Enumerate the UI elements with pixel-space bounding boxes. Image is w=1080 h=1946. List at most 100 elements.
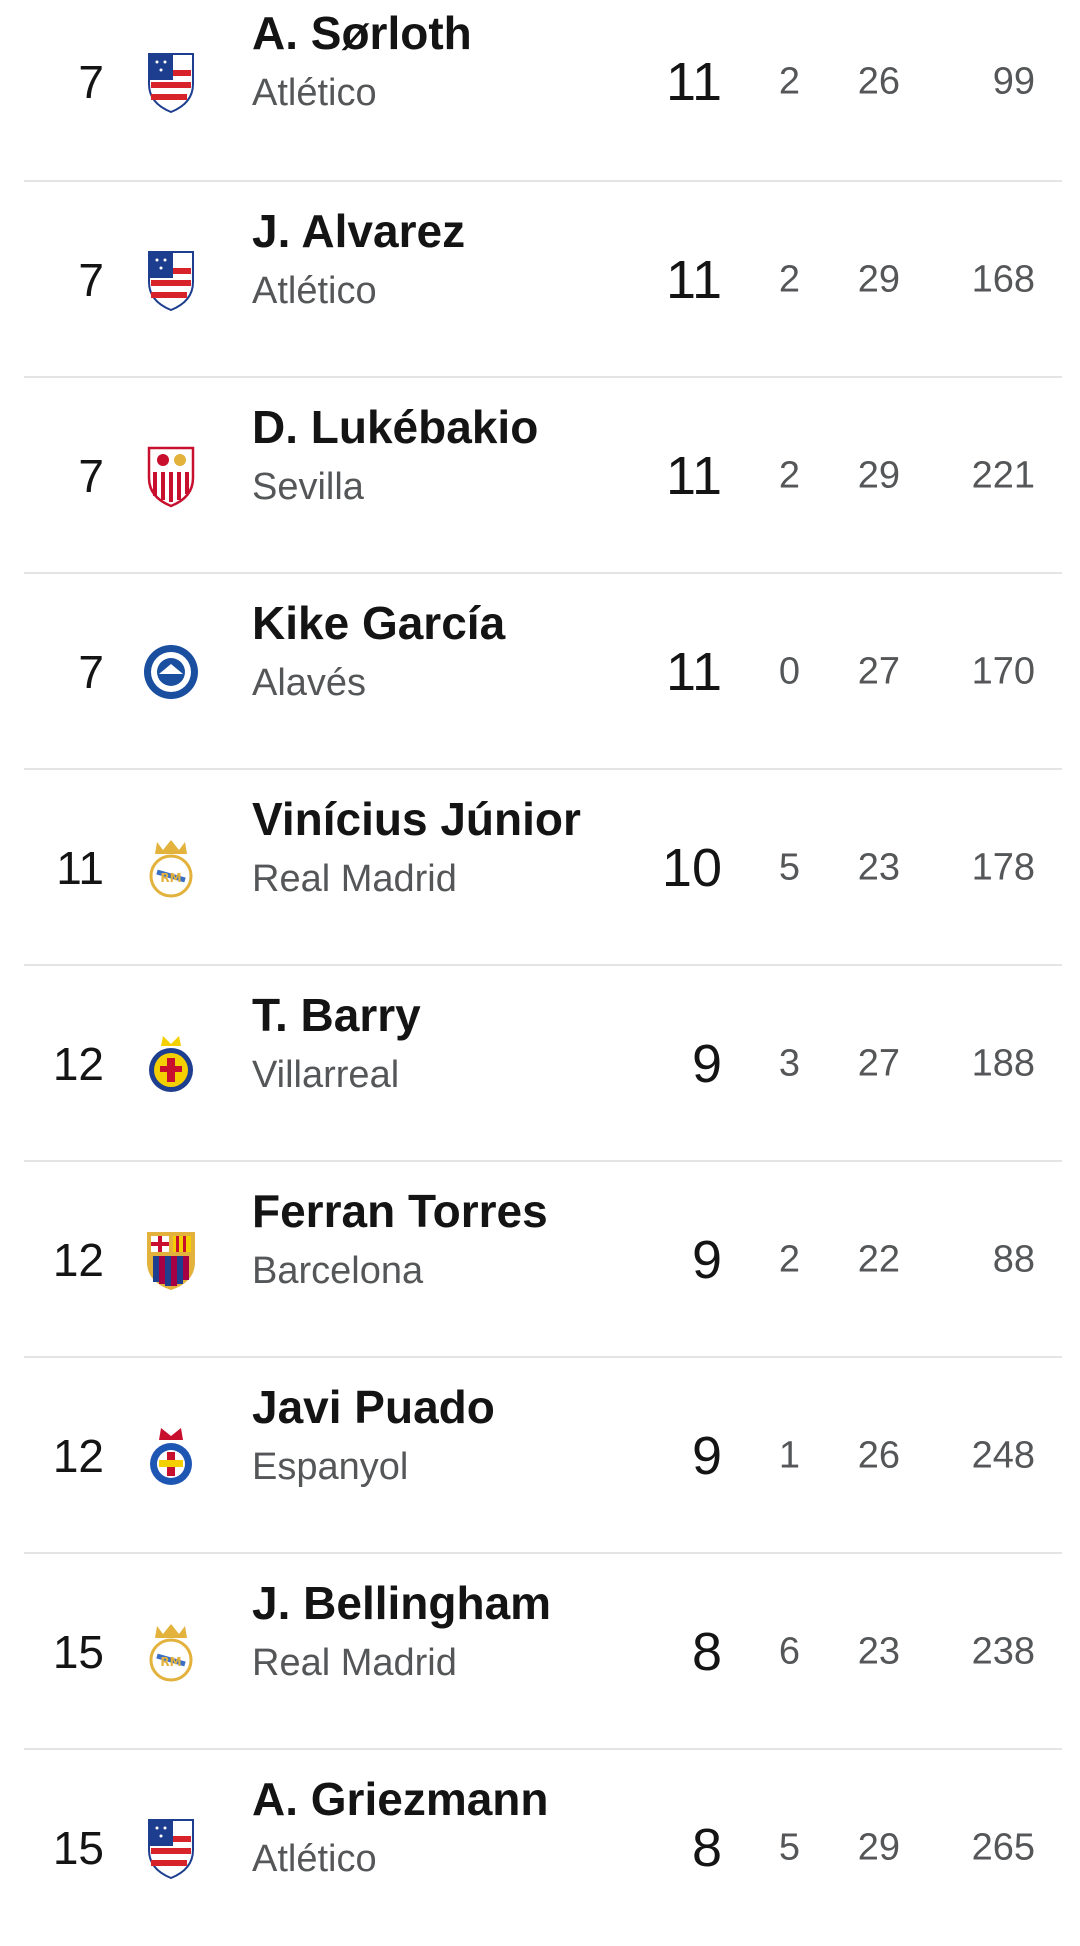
minutes-value: 188 [971, 1042, 1035, 1085]
played-value: 29 [857, 454, 900, 497]
row-divider [24, 768, 1062, 770]
villarreal-crest-icon [143, 1032, 199, 1096]
table-row[interactable]: 12 Ferran Torres Barcelona 9 2 22 88 [0, 1162, 1080, 1358]
assists-value: 0 [778, 650, 800, 693]
goals-value: 9 [691, 1034, 722, 1094]
atletico-crest-icon [143, 248, 199, 312]
goals-value: 9 [691, 1230, 722, 1290]
rank: 12 [52, 1038, 104, 1090]
table-row[interactable]: 15 RM J. Bellingham Real Madrid 8 6 23 2… [0, 1554, 1080, 1750]
played-value: 23 [857, 846, 900, 889]
goals-value: 10 [661, 838, 722, 898]
espanyol-crest-icon [143, 1424, 199, 1488]
assists-value: 3 [778, 1042, 800, 1085]
player-name: Vinícius Júnior [252, 793, 581, 845]
minutes-value: 88 [992, 1238, 1035, 1281]
alaves-crest-icon [143, 640, 199, 704]
row-divider [24, 1356, 1062, 1358]
real-madrid-crest-icon: RM [143, 836, 199, 900]
table-row[interactable]: 12 Javi Puado Espanyol 9 1 26 248 [0, 1358, 1080, 1554]
rank: 12 [52, 1234, 104, 1286]
goals-value: 8 [691, 1818, 722, 1878]
goals-value: 8 [691, 1622, 722, 1682]
played-value: 26 [857, 1434, 900, 1477]
goals-value: 9 [691, 1426, 722, 1486]
played-value: 29 [857, 258, 900, 301]
minutes-value: 265 [971, 1826, 1035, 1869]
played-value: 22 [857, 1238, 900, 1281]
minutes-value: 99 [992, 60, 1035, 103]
club-name: Atlético [252, 270, 377, 312]
played-value: 27 [857, 650, 900, 693]
rank: 12 [52, 1430, 104, 1482]
rank: 15 [52, 1626, 104, 1678]
atletico-crest-icon [143, 1816, 199, 1880]
played-value: 26 [857, 60, 900, 103]
svg-text:RM: RM [160, 1655, 181, 1669]
played-value: 29 [857, 1826, 900, 1869]
barcelona-crest-icon [143, 1228, 199, 1292]
svg-text:RM: RM [160, 871, 181, 885]
player-name: Kike García [252, 597, 506, 649]
row-divider [24, 1748, 1062, 1750]
club-name: Sevilla [252, 466, 364, 508]
minutes-value: 238 [971, 1630, 1035, 1673]
played-value: 27 [857, 1042, 900, 1085]
minutes-value: 178 [971, 846, 1035, 889]
rank: 7 [78, 254, 104, 306]
assists-value: 2 [778, 60, 800, 103]
club-name: Espanyol [252, 1446, 409, 1488]
assists-value: 5 [778, 1826, 800, 1869]
played-value: 23 [857, 1630, 900, 1673]
assists-value: 2 [778, 1238, 800, 1281]
assists-value: 5 [778, 846, 800, 889]
player-name: J. Bellingham [252, 1577, 552, 1629]
rank: 7 [78, 646, 104, 698]
player-name: Javi Puado [252, 1381, 495, 1433]
assists-value: 2 [778, 258, 800, 301]
table-row[interactable]: 7 Kike García Alavés 11 0 27 170 [0, 574, 1080, 770]
table-row[interactable]: 7 A. Sørloth Atlético 11 2 26 99 [0, 0, 1080, 180]
club-name: Barcelona [252, 1250, 424, 1292]
row-divider [24, 572, 1062, 574]
minutes-value: 248 [971, 1434, 1035, 1477]
goals-value: 11 [665, 642, 722, 702]
player-name: J. Alvarez [252, 205, 466, 257]
table-row[interactable]: 7 D. Lukébakio Sevilla 11 2 29 221 [0, 378, 1080, 574]
club-name: Villarreal [252, 1054, 400, 1096]
rank: 15 [52, 1822, 104, 1874]
assists-value: 1 [778, 1434, 800, 1477]
player-name: Ferran Torres [252, 1185, 548, 1237]
player-name: A. Griezmann [252, 1773, 549, 1825]
row-divider [24, 1160, 1062, 1162]
row-divider [24, 376, 1062, 378]
club-name: Alavés [252, 662, 367, 704]
rank: 11 [56, 842, 104, 894]
goals-value: 11 [665, 446, 722, 506]
row-divider [24, 180, 1062, 182]
club-name: Real Madrid [252, 1642, 457, 1684]
rank: 7 [78, 56, 104, 108]
player-name: T. Barry [252, 989, 421, 1041]
sevilla-crest-icon [143, 444, 199, 508]
minutes-value: 170 [971, 650, 1035, 693]
table-row[interactable]: 7 J. Alvarez Atlético 11 2 29 168 [0, 182, 1080, 378]
assists-value: 6 [778, 1630, 800, 1673]
minutes-value: 221 [971, 454, 1035, 497]
table-row[interactable]: 15 A. Griezmann Atlético 8 5 29 265 [0, 1750, 1080, 1946]
row-divider [24, 964, 1062, 966]
rank: 7 [78, 450, 104, 502]
table-row[interactable]: 12 T. Barry Villarreal 9 3 27 188 [0, 966, 1080, 1162]
table-row[interactable]: 11 RM Vinícius Júnior Real Madrid 10 5 2… [0, 770, 1080, 966]
row-divider [24, 1552, 1062, 1554]
goals-value: 11 [665, 250, 722, 310]
club-name: Atlético [252, 72, 377, 114]
goals-value: 11 [665, 52, 722, 112]
minutes-value: 168 [971, 258, 1035, 301]
player-name: A. Sørloth [252, 7, 472, 59]
club-name: Real Madrid [252, 858, 457, 900]
real-madrid-crest-icon: RM [143, 1620, 199, 1684]
assists-value: 2 [778, 454, 800, 497]
player-name: D. Lukébakio [252, 401, 539, 453]
